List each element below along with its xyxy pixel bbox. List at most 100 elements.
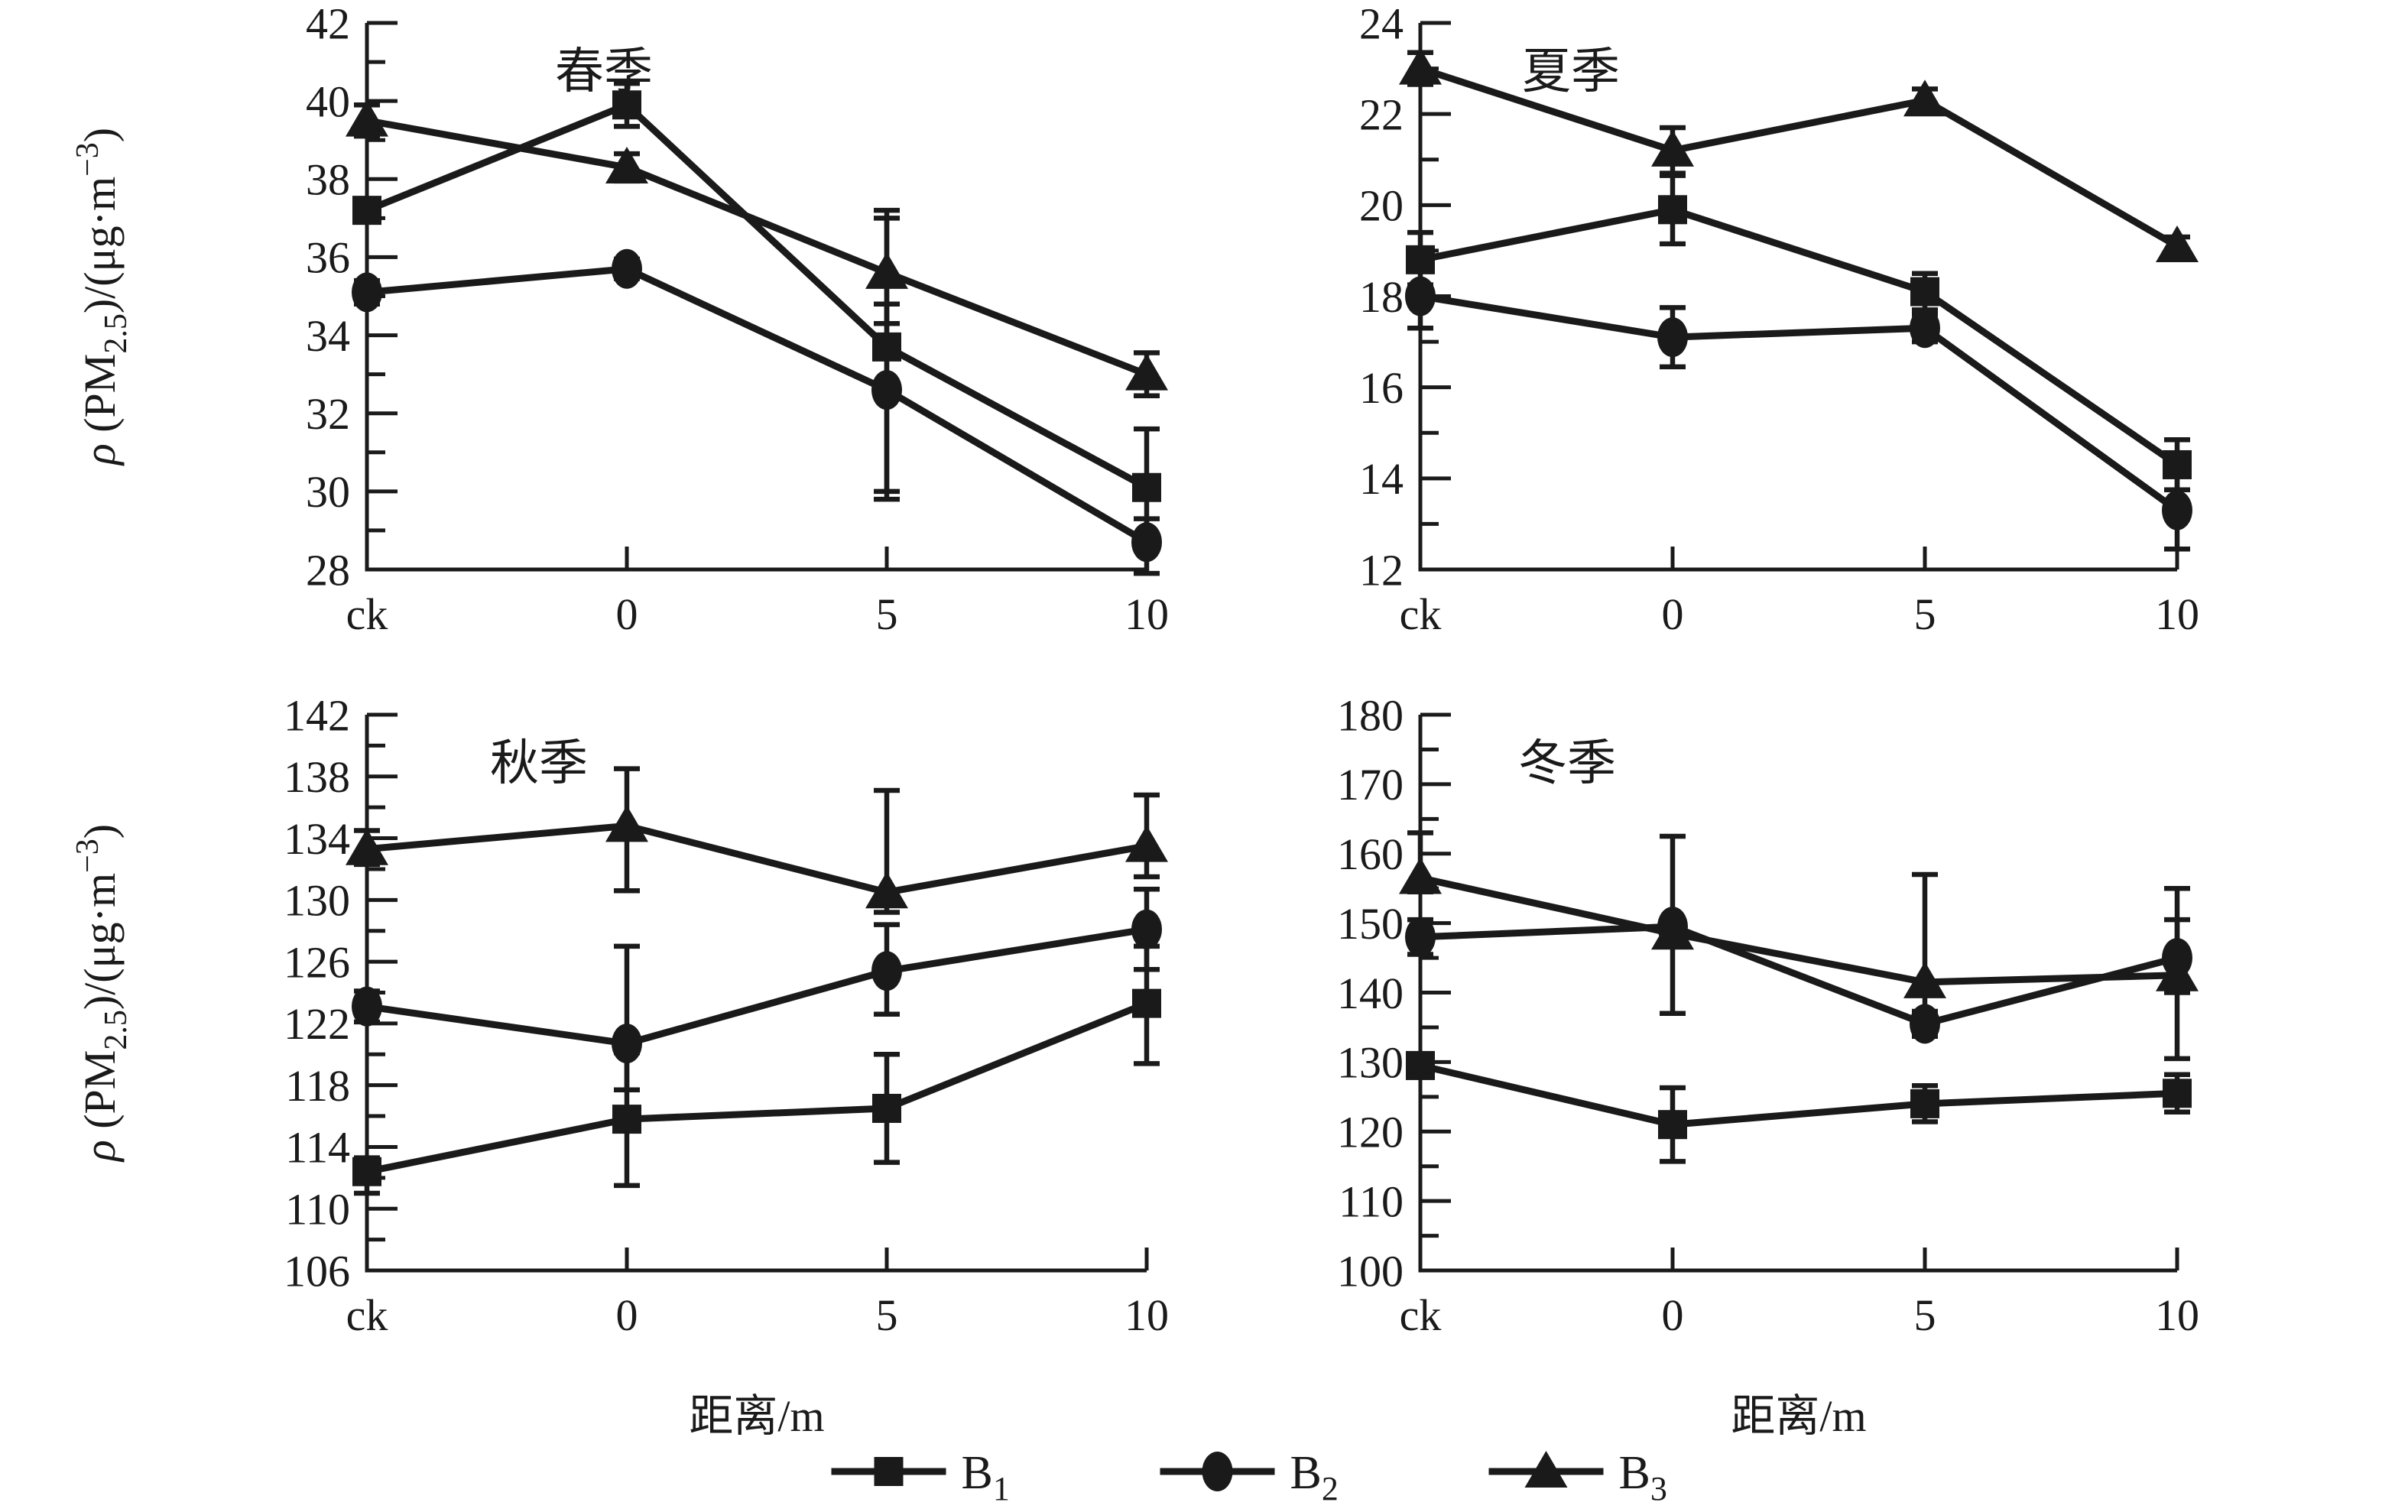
legend-label: B2 <box>1290 1447 1339 1507</box>
y-tick-label: 28 <box>306 545 350 595</box>
series-B2-point <box>352 986 382 1027</box>
y-tick-label: 42 <box>306 0 350 48</box>
y-tick-label: 138 <box>284 752 350 802</box>
panel-autumn: 106 110 114 118 122 126 130 134 138 142 ck 0 5 10 秋季 ρ … <box>70 690 1169 1441</box>
series-B3-point <box>346 828 388 865</box>
series-B3-point <box>605 146 648 183</box>
y-tick-label: 122 <box>284 999 350 1049</box>
y-tick-label: 118 <box>285 1061 350 1111</box>
series-B3-point <box>1399 47 1442 85</box>
y-tick-label: 130 <box>1337 1038 1404 1088</box>
y-tick-label: 114 <box>285 1123 350 1173</box>
y-tick-label: 170 <box>1337 760 1404 810</box>
y-tick-label: 150 <box>1337 899 1404 949</box>
series-B2-point <box>352 272 382 313</box>
panel-title: 冬季 <box>1518 736 1616 790</box>
series-B1-point <box>1658 1110 1687 1140</box>
x-axis-label: 距离/m <box>689 1391 824 1441</box>
series-B2-point <box>1910 1004 1940 1044</box>
series-B2 <box>1405 833 2192 1044</box>
y-tick-label: 40 <box>306 76 350 126</box>
series-B2-point <box>1405 276 1436 316</box>
series-B1-point <box>872 1093 901 1123</box>
series-B2-point <box>1657 907 1688 947</box>
series-B3-point <box>865 871 908 909</box>
y-tick-label: 110 <box>1339 1176 1404 1226</box>
y-tick-label: 32 <box>306 389 350 439</box>
series-B3-point <box>1125 353 1168 391</box>
x-tick-labels: ck 0 5 10 <box>346 1290 1169 1340</box>
y-tick-label: 18 <box>1359 272 1404 322</box>
y-tick-label: 142 <box>284 690 350 740</box>
series-B1-point <box>1910 1089 1939 1118</box>
axis-frame <box>365 715 1147 1273</box>
y-tick-label: 30 <box>306 467 350 517</box>
y-tick-label: 126 <box>284 937 350 987</box>
series-B1-line <box>366 1000 1148 1176</box>
y-tick-label: 130 <box>284 876 350 926</box>
x-ticks <box>1670 547 2179 569</box>
series-B3-line <box>1420 874 2178 986</box>
x-tick-label: 5 <box>1914 589 1936 639</box>
x-tick-label: 5 <box>1914 1290 1936 1340</box>
x-tick-labels: ck 0 5 10 <box>1400 589 2199 639</box>
series-B3 <box>346 766 1168 915</box>
x-tick-label: 10 <box>2155 589 2199 639</box>
series-B3-line <box>366 117 1148 378</box>
series-B2-point <box>612 1024 642 1064</box>
series-B3 <box>1399 47 2199 262</box>
legend: B1 B2 B3 <box>831 1447 1667 1507</box>
series-B1-point <box>352 1157 381 1186</box>
series-B1 <box>1406 1050 2192 1164</box>
y-tick-label: 160 <box>1337 829 1404 879</box>
series-B1-line <box>1419 1062 2178 1128</box>
y-tick-label: 120 <box>1337 1108 1404 1157</box>
y-tick-label: 24 <box>1359 0 1404 48</box>
y-tick-label: 100 <box>1337 1246 1404 1296</box>
y-tick-label: 38 <box>306 155 350 205</box>
series-B1-point <box>612 90 641 120</box>
x-axis-label: 距离/m <box>1731 1391 1866 1441</box>
series-B1-point <box>352 196 381 226</box>
legend-item-B3: B3 <box>1488 1447 1667 1507</box>
y-tick-label: 12 <box>1359 545 1404 595</box>
series-B2 <box>352 886 1162 1092</box>
y-ticks <box>1420 712 1451 1273</box>
y-tick-label: 106 <box>284 1246 350 1296</box>
y-tick-label: 20 <box>1359 181 1404 231</box>
legend-triangle-icon <box>1524 1451 1568 1488</box>
series-B1-point <box>1132 988 1161 1018</box>
y-axis-label: ρ (PM2.5)/(μg·m−3) <box>70 128 134 466</box>
y-tick-label: 14 <box>1359 454 1404 504</box>
x-tick-labels: ck 0 5 10 <box>346 589 1169 639</box>
y-tick-labels: 100 110 120 130 140 150 160 170 180 <box>1337 690 1404 1296</box>
y-tick-label: 180 <box>1337 690 1404 740</box>
series-B1-point <box>1658 195 1687 225</box>
series-B2-point <box>1657 317 1688 358</box>
x-tick-label: ck <box>1400 1290 1442 1340</box>
y-tick-label: 16 <box>1359 363 1404 413</box>
series-B2-line <box>1420 923 2179 1028</box>
legend-square-icon <box>874 1457 904 1486</box>
series-B3-point <box>1903 961 1946 998</box>
y-tick-label: 110 <box>285 1185 350 1235</box>
y-tick-labels: 106 110 114 118 122 126 130 134 138 142 <box>284 690 350 1296</box>
series-B3-point <box>605 805 648 842</box>
series-B3-point <box>1125 825 1168 862</box>
series-B3-line <box>1419 65 2179 249</box>
series-B3-line <box>366 822 1147 896</box>
series-B1-point <box>1910 277 1939 307</box>
series-B2-point <box>2162 490 2192 530</box>
x-tick-label: 10 <box>1124 589 1169 639</box>
x-ticks <box>1670 1248 2179 1270</box>
x-tick-label: 10 <box>1124 1290 1169 1340</box>
series-B2-point <box>1131 522 1162 563</box>
series-B1 <box>352 80 1161 545</box>
x-ticks <box>625 1248 1149 1270</box>
series-B1-point <box>2163 1079 2192 1108</box>
x-tick-label: ck <box>1400 589 1442 639</box>
x-ticks <box>625 547 1149 569</box>
series-B2-point <box>871 370 902 410</box>
